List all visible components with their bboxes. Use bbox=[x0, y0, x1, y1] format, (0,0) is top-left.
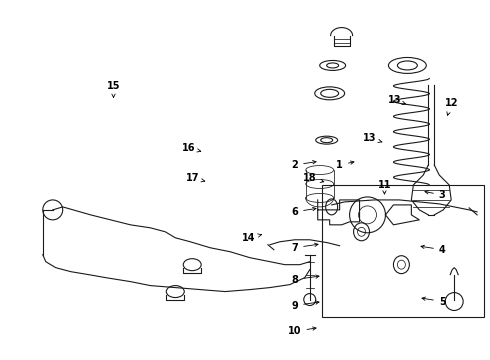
Text: 11: 11 bbox=[378, 180, 391, 194]
Text: 14: 14 bbox=[242, 233, 262, 243]
Text: 6: 6 bbox=[292, 207, 316, 217]
Text: 1: 1 bbox=[336, 160, 354, 170]
Text: 12: 12 bbox=[444, 98, 458, 115]
Text: 13: 13 bbox=[363, 133, 382, 143]
Text: 16: 16 bbox=[181, 143, 201, 153]
Text: 18: 18 bbox=[303, 173, 324, 183]
Text: 3: 3 bbox=[425, 190, 445, 200]
Text: 17: 17 bbox=[185, 173, 205, 183]
Text: 8: 8 bbox=[292, 275, 319, 285]
Text: 5: 5 bbox=[422, 297, 445, 306]
Text: 10: 10 bbox=[288, 327, 316, 336]
Text: 2: 2 bbox=[292, 160, 316, 170]
Text: 13: 13 bbox=[388, 95, 406, 105]
Text: 15: 15 bbox=[107, 81, 120, 98]
Text: 7: 7 bbox=[292, 243, 318, 253]
Bar bbox=[322, 185, 484, 318]
Text: 4: 4 bbox=[421, 245, 445, 255]
Text: 9: 9 bbox=[292, 301, 319, 311]
